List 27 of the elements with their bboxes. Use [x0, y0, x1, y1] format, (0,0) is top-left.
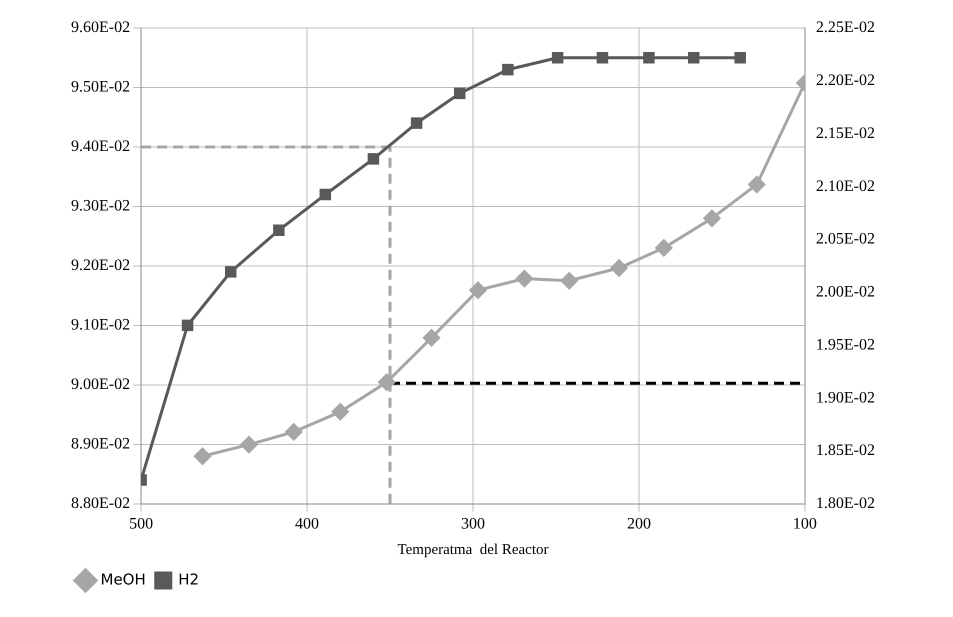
x-tick-label: 500	[129, 516, 154, 533]
y2-tick-label: 1.85E-02	[816, 442, 876, 460]
y2-tick-label: 1.95E-02	[816, 336, 876, 354]
y-tick-label: 9.30E-02	[70, 198, 130, 215]
y-tick-label: 9.60E-02	[70, 19, 130, 36]
x-tick-label: 200	[626, 516, 651, 533]
y-tick-label: 9.00E-02	[70, 376, 130, 394]
y2-tick-label: 2.10E-02	[816, 178, 876, 195]
x-tick-label: 400	[295, 516, 320, 533]
y2-tick-label: 2.15E-02	[816, 124, 876, 142]
y2-tick-label: 2.25E-02	[816, 19, 876, 36]
y-tick-label: 9.10E-02	[70, 316, 130, 334]
y2-tick-label: 1.90E-02	[816, 389, 876, 406]
x-tick-label: 100	[792, 516, 817, 533]
y2-tick-label: 1.80E-02	[816, 495, 876, 512]
y-tick-label: 9.50E-02	[70, 78, 130, 96]
y-tick-label: 9.20E-02	[70, 257, 130, 274]
y-tick-label: 8.80E-02	[70, 495, 130, 512]
x-tick-label: 300	[461, 516, 485, 533]
legend-label: H2	[178, 570, 200, 588]
legend-label: MeOH	[100, 570, 146, 588]
x-axis-title: Temperatma del Reactor	[398, 542, 548, 558]
y2-tick-label: 2.20E-02	[816, 72, 876, 90]
y2-tick-label: 2.05E-02	[816, 230, 876, 248]
y2-tick-label: 2.00E-02	[816, 284, 876, 301]
y-tick-label: 8.90E-02	[70, 436, 130, 453]
y-tick-label: 9.40E-02	[70, 138, 130, 156]
